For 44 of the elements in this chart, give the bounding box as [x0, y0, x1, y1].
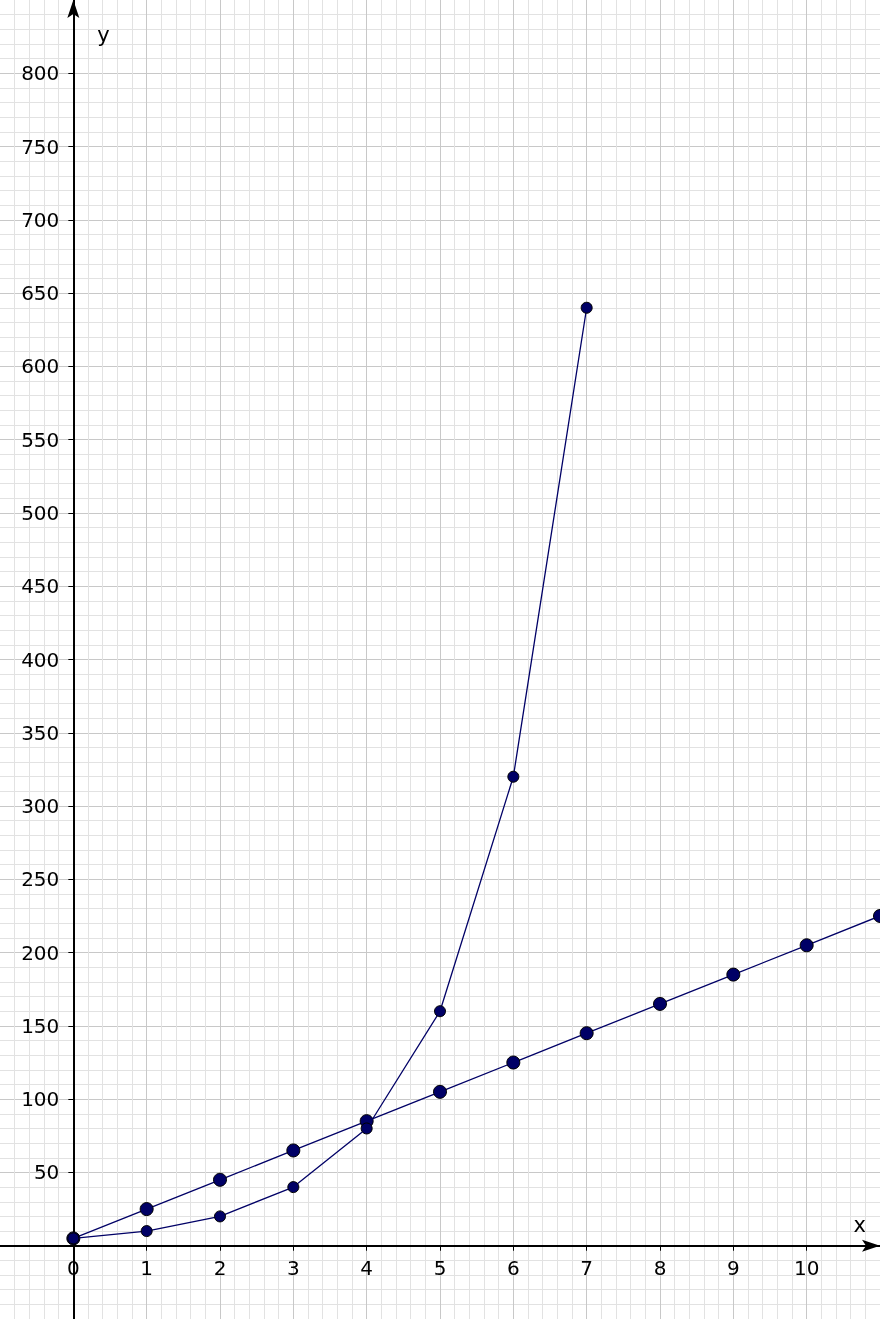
- point: [579, 1026, 594, 1041]
- x-tick-label: 2: [213, 1255, 227, 1280]
- y-tick-label: 650: [21, 281, 60, 306]
- point: [434, 1005, 446, 1018]
- point: [360, 1122, 373, 1135]
- y-tick-label: 450: [21, 574, 60, 599]
- y-tick-label: 50: [33, 1160, 60, 1185]
- y-axis-title: y: [97, 22, 110, 47]
- point: [507, 770, 520, 783]
- x-tick-label: 7: [580, 1255, 594, 1280]
- y-tick-label: 350: [21, 720, 60, 745]
- y-tick-label: 600: [21, 354, 60, 379]
- y-tick-label: 400: [21, 647, 60, 672]
- point: [653, 996, 667, 1011]
- x-tick-label: 3: [286, 1255, 300, 1280]
- point: [726, 967, 741, 982]
- y-tick-label: 750: [21, 134, 60, 159]
- point: [799, 938, 814, 953]
- y-tick-label: 800: [21, 61, 60, 86]
- point: [140, 1225, 153, 1238]
- y-tick-label: 550: [21, 427, 60, 452]
- x-tick-label: 5: [433, 1255, 447, 1280]
- y-tick-label: 500: [21, 500, 60, 525]
- y-tick-label: 300: [21, 794, 60, 819]
- x-tick-label: 10: [793, 1255, 820, 1280]
- y-tick-label: 250: [21, 867, 60, 892]
- x-tick-label: 4: [360, 1255, 374, 1280]
- y-tick-label: 200: [21, 940, 60, 965]
- point: [433, 1084, 447, 1099]
- point: [214, 1210, 226, 1223]
- point: [580, 301, 593, 314]
- y-tick-label: 700: [21, 207, 60, 232]
- x-tick-label: 9: [726, 1255, 740, 1280]
- point: [286, 1143, 301, 1158]
- point: [287, 1181, 300, 1194]
- x-tick-label: 6: [506, 1255, 520, 1280]
- y-tick-label: 150: [21, 1013, 60, 1038]
- y-tick-label: 100: [21, 1087, 60, 1112]
- x-tick-label: 1: [140, 1255, 154, 1280]
- point: [213, 1172, 227, 1187]
- point: [139, 1202, 154, 1217]
- point: [506, 1055, 521, 1070]
- x-axis-title: x: [853, 1213, 866, 1238]
- x-tick-label: 8: [653, 1255, 667, 1280]
